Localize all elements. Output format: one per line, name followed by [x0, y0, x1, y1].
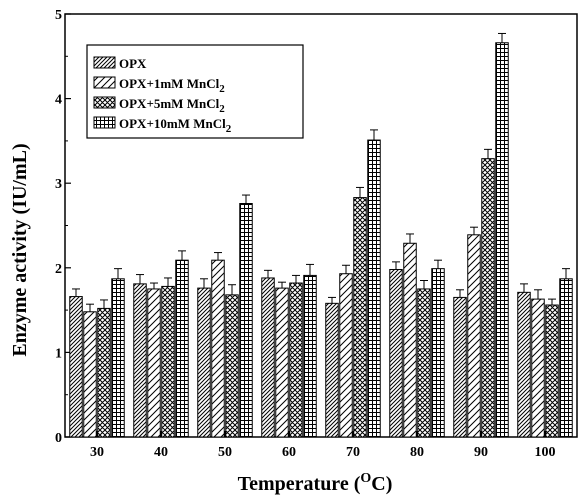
legend-label: OPX+5mM MnCl2 [119, 96, 225, 115]
y-tick-label: 5 [55, 8, 62, 23]
y-tick-label: 3 [55, 177, 62, 192]
bar-cross-100 [545, 304, 559, 438]
bar-grid-40 [175, 259, 189, 438]
y-tick-label: 2 [55, 262, 62, 277]
bar-diag-thin-100 [517, 291, 531, 438]
bar-diag-thin-70 [325, 302, 339, 438]
x-axis-label-superscript: O [360, 471, 371, 486]
x-axis: 30 40 50 60 70 80 90 100 [90, 431, 556, 460]
legend-box [86, 44, 304, 139]
bar-grid-90 [495, 42, 509, 438]
bar-diag-wide-100 [531, 298, 545, 438]
x-tick-label: 80 [410, 445, 424, 460]
bar-diag-wide-90 [467, 234, 481, 438]
bar-grid-80 [431, 268, 445, 438]
bar-cross-40 [161, 285, 175, 438]
legend-swatch [93, 76, 116, 89]
bar-diag-thin-50 [197, 287, 211, 438]
bar-grid-70 [367, 139, 381, 438]
x-tick-label: 70 [346, 445, 360, 460]
error-bars-layer [72, 32, 570, 312]
bar-grid-100 [559, 278, 573, 438]
bar-grid-30 [111, 278, 125, 438]
bar-cross-80 [417, 288, 431, 438]
y-tick-label: 1 [55, 346, 62, 361]
bar-diag-thin-40 [133, 283, 147, 438]
x-tick-label: 50 [218, 445, 232, 460]
bar-cross-50 [225, 294, 239, 438]
y-axis: 0 1 2 3 4 5 [55, 8, 71, 446]
legend-swatch [93, 116, 116, 129]
x-axis-label-tail: C) [371, 473, 392, 495]
bar-diag-wide-30 [83, 311, 97, 438]
bar-diag-wide-80 [403, 242, 417, 438]
x-tick-label: 100 [535, 445, 556, 460]
bar-diag-wide-60 [275, 287, 289, 438]
x-axis-label: Temperature (OC) [238, 471, 393, 495]
x-tick-label: 90 [474, 445, 488, 460]
legend-label: OPX+10mM MnCl2 [119, 116, 232, 135]
legend-swatch [93, 56, 116, 69]
x-axis-label-main: Temperature ( [238, 473, 361, 495]
y-tick-label: 0 [55, 431, 62, 446]
y-tick-label: 4 [55, 93, 62, 108]
bar-cross-30 [97, 307, 111, 438]
bar-cross-90 [481, 158, 495, 438]
legend-swatch [93, 96, 116, 109]
bar-diag-thin-30 [69, 296, 83, 438]
bar-cross-60 [289, 282, 303, 438]
legend-label: OPX+1mM MnCl2 [119, 76, 225, 95]
bar-diag-thin-60 [261, 277, 275, 438]
x-tick-label: 30 [90, 445, 104, 460]
bar-grid-60 [303, 274, 317, 438]
bar-diag-wide-70 [339, 273, 353, 438]
y-axis-label: Enzyme activity (IU/mL) [9, 143, 31, 356]
x-tick-label: 60 [282, 445, 296, 460]
bar-diag-thin-90 [453, 296, 467, 438]
bar-diag-wide-50 [211, 259, 225, 438]
bar-diag-thin-80 [389, 268, 403, 438]
bar-cross-70 [353, 197, 367, 438]
legend-label: OPX [119, 56, 147, 71]
x-tick-label: 40 [154, 445, 168, 460]
bar-diag-wide-40 [147, 288, 161, 438]
bar-grid-50 [239, 203, 253, 438]
